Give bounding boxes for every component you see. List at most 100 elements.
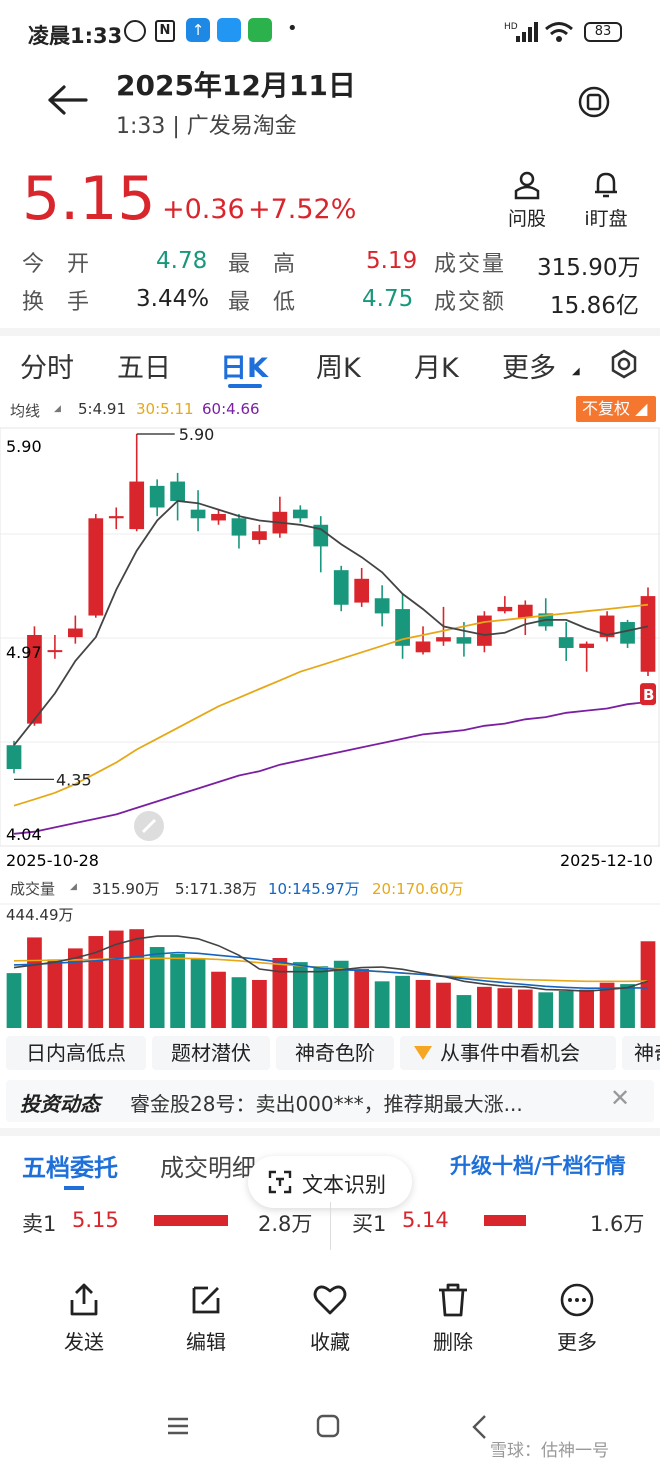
volume-indicator-label[interactable]: 成交量 [10, 880, 56, 898]
tag-more[interactable]: 神奇 [622, 1036, 660, 1070]
page-title: 2025年12月11日 [116, 69, 356, 102]
menu-nav-icon[interactable] [166, 1414, 190, 1438]
ma-label[interactable]: 均线 [10, 402, 41, 420]
favorite-button[interactable]: 收藏 [290, 1282, 370, 1355]
divider [0, 328, 660, 336]
price-axis-top: 5.90 [6, 437, 42, 456]
candle-body [415, 641, 431, 653]
adjust-mode-button[interactable]: 不复权 ◢ [576, 396, 656, 422]
buy-signal-label: B [643, 686, 654, 704]
volume-ma5-line [13, 935, 649, 993]
ocr-label: 文本识别 [302, 1173, 386, 1197]
volume-bar [456, 995, 472, 1028]
candle-body [27, 635, 42, 724]
tab-five-day[interactable]: 五日 [117, 353, 171, 384]
tag-theme-ambush[interactable]: 题材潜伏 [152, 1036, 270, 1070]
wifi-icon [545, 22, 573, 42]
more-button[interactable]: 更多 [537, 1282, 617, 1355]
tab-monthly-k[interactable]: 月K [414, 353, 459, 384]
candle-body [313, 524, 329, 547]
candle-body [640, 596, 656, 672]
tab-more[interactable]: 更多 [502, 353, 556, 384]
volume-bar [620, 984, 635, 1028]
volume-bar [558, 990, 574, 1028]
delete-button[interactable]: 删除 [413, 1282, 493, 1355]
volume-bar [395, 975, 410, 1028]
ma60-value: 60:4.66 [202, 400, 260, 418]
order-book: 五档委托 成交明细 升级十档/千档行情 文本识别 卖1 5.15 2.8万 买1… [0, 1136, 660, 1256]
amount-label: 成交额 [434, 290, 507, 315]
ma-caret-icon: ◢ [54, 404, 61, 414]
sell1-price: 5.15 [72, 1208, 119, 1232]
rotate-screen-icon[interactable] [576, 84, 612, 120]
candlestick-chart[interactable]: 5.90 4.35 B 5.90 4.97 4.04 2025-10-28 2025… [0, 426, 660, 874]
screenshot-header: 2025年12月11日 1:33 | 广发易淘金 [0, 62, 660, 160]
upgrade-quote-link[interactable]: 升级十档/千档行情 [450, 1154, 626, 1178]
settings-gear-icon[interactable] [608, 348, 640, 380]
news-banner[interactable]: 投资动态 睿金股28号：卖出000***，推荐期最大涨... ✕ [6, 1080, 654, 1122]
candle-body [211, 513, 226, 521]
ocr-button[interactable]: 文本识别 [248, 1156, 412, 1208]
candle-body [456, 637, 472, 644]
edit-icon [192, 1286, 220, 1314]
order-tab-indicator [64, 1186, 84, 1190]
tab-order-book[interactable]: 五档委托 [22, 1154, 118, 1182]
open-value: 4.78 [156, 248, 208, 274]
volume-ma20: 20:170.60万 [372, 880, 464, 898]
ma5-value: 5:4.91 [78, 400, 126, 418]
volume-bar [333, 960, 349, 1028]
tab-trade-detail[interactable]: 成交明细 [160, 1154, 256, 1182]
candle-body [354, 578, 370, 603]
nfc-icon: N [155, 20, 175, 42]
tag-event-opportunity[interactable]: 从事件中看机会 [400, 1036, 616, 1070]
volume-bar [354, 968, 370, 1028]
volume-caret-icon: ◢ [70, 882, 77, 892]
back-nav-icon[interactable] [470, 1414, 490, 1440]
status-time: 凌晨1:33 [28, 24, 123, 48]
buy-side-level1-label: 买1 [352, 1212, 387, 1236]
tag-color-scale[interactable]: 神奇色阶 [276, 1036, 394, 1070]
volume-bar [170, 953, 185, 1028]
tab-weekly-k[interactable]: 周K [316, 353, 361, 384]
back-arrow-icon[interactable] [46, 84, 90, 116]
tab-intraday[interactable]: 分时 [20, 353, 74, 384]
volume-bar [579, 989, 595, 1028]
watch-button[interactable]: i盯盘 [576, 170, 636, 231]
current-price: 5.15 [22, 164, 156, 234]
close-icon[interactable]: ✕ [610, 1084, 631, 1112]
person-icon [514, 171, 540, 200]
edit-button[interactable]: 编辑 [166, 1282, 246, 1355]
wechat-icon [248, 18, 272, 42]
candle-body [579, 643, 595, 648]
tag-intraday-high-low[interactable]: 日内高低点 [6, 1036, 146, 1070]
volume-ma10: 10:145.97万 [268, 880, 360, 898]
volume-bar [27, 937, 42, 1028]
volume-bar [640, 941, 656, 1028]
turnover-label: 换 手 [22, 290, 97, 315]
ask-stock-button[interactable]: 问股 [500, 170, 554, 231]
high-value: 5.19 [366, 248, 418, 274]
column-divider [330, 1202, 331, 1250]
svg-text:HD: HD [504, 22, 518, 32]
volume-ma5: 5:171.38万 [175, 880, 258, 898]
send-button[interactable]: 发送 [44, 1282, 124, 1355]
buy-signal-badge [640, 683, 656, 706]
home-nav-icon[interactable] [316, 1414, 340, 1438]
candle-body [170, 481, 185, 501]
tab-daily-k[interactable]: 日K [220, 353, 268, 384]
candle-body [395, 609, 410, 646]
share-action-sheet: 发送 编辑 收藏 删除 更多 雪球：估神一号 [0, 1250, 660, 1467]
candle-body [108, 516, 124, 519]
volume-current: 315.90万 [92, 880, 160, 898]
candle-body [374, 598, 390, 614]
sell1-volume: 2.8万 [258, 1212, 313, 1236]
candle-body [149, 485, 165, 508]
low-label: 最 低 [228, 290, 303, 315]
volume-chart[interactable]: 444.49万 [0, 902, 660, 1030]
volume-bar [190, 958, 206, 1028]
candle-body [47, 650, 63, 653]
volume-value: 315.90万 [537, 255, 641, 281]
volume-bar [6, 973, 22, 1028]
edit-label: 编辑 [186, 1330, 226, 1354]
volume-bar [252, 979, 267, 1028]
